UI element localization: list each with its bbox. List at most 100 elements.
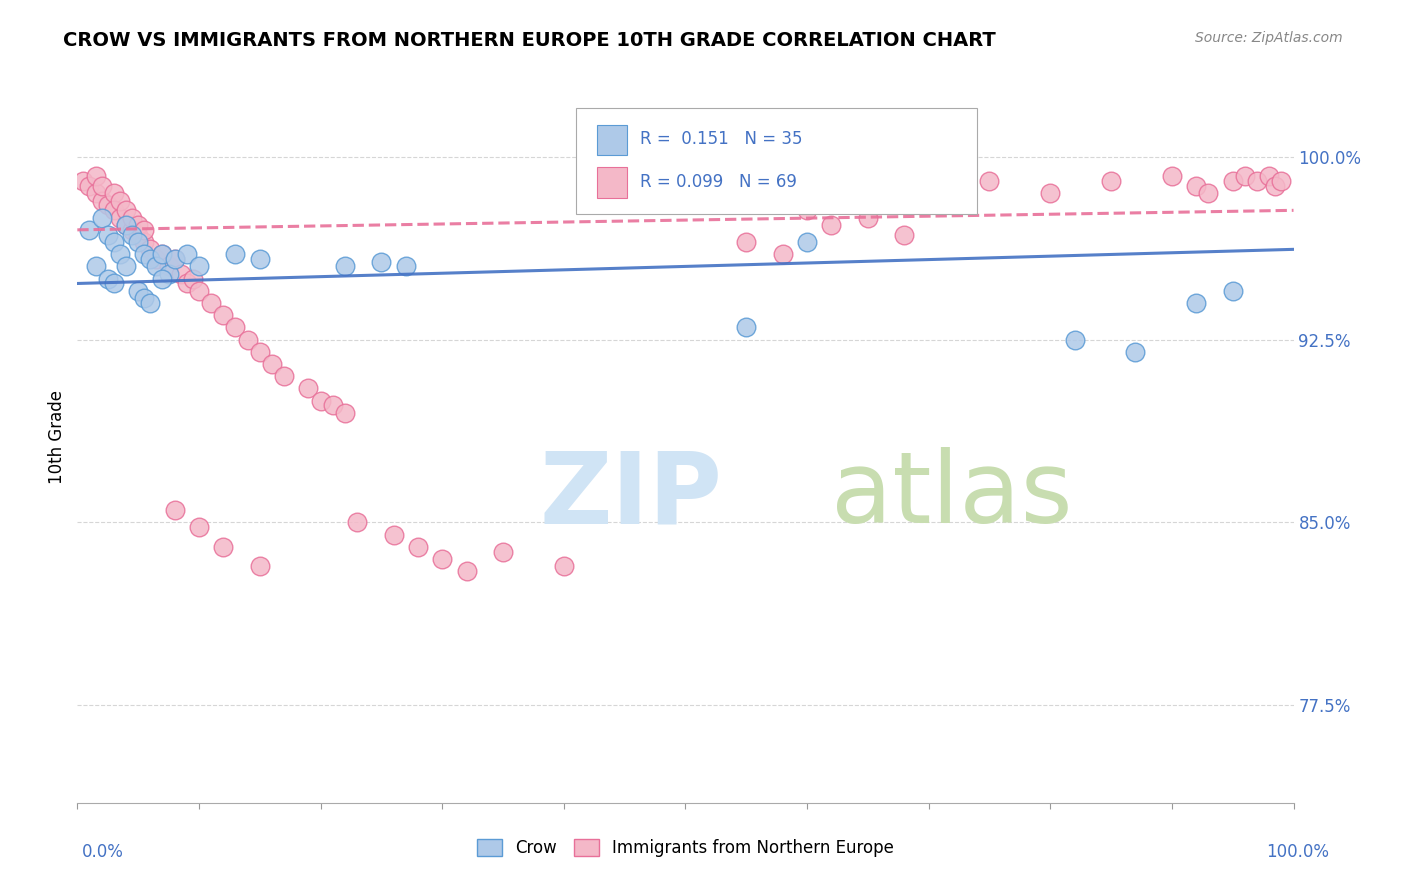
Point xyxy=(188,284,211,298)
Point xyxy=(90,194,112,208)
Point xyxy=(893,227,915,242)
Point xyxy=(121,227,143,242)
Point xyxy=(170,267,193,281)
Y-axis label: 10th Grade: 10th Grade xyxy=(48,390,66,484)
Point xyxy=(820,218,842,232)
Point xyxy=(553,559,575,574)
Point xyxy=(370,254,392,268)
Point xyxy=(145,252,167,266)
Point xyxy=(97,198,120,212)
Point xyxy=(1264,178,1286,193)
Point xyxy=(134,247,156,261)
Point xyxy=(382,527,405,541)
Point xyxy=(979,174,1001,188)
Point xyxy=(1161,169,1184,184)
Text: R =  0.151   N = 35: R = 0.151 N = 35 xyxy=(640,130,803,148)
Point xyxy=(90,178,112,193)
Point xyxy=(1258,169,1281,184)
Point xyxy=(1197,186,1219,201)
Text: Source: ZipAtlas.com: Source: ZipAtlas.com xyxy=(1195,31,1343,45)
Point xyxy=(163,503,186,517)
Point xyxy=(139,243,162,257)
Point xyxy=(103,235,125,249)
Point xyxy=(1246,174,1268,188)
Text: R = 0.099   N = 69: R = 0.099 N = 69 xyxy=(640,173,797,191)
Point xyxy=(152,247,174,261)
Point xyxy=(249,252,271,266)
Point xyxy=(127,227,149,242)
Point xyxy=(121,211,143,225)
Point xyxy=(188,260,211,274)
Point xyxy=(176,277,198,291)
Point xyxy=(90,211,112,225)
Point xyxy=(1185,178,1208,193)
Point xyxy=(127,235,149,249)
Point xyxy=(127,284,149,298)
Point xyxy=(79,178,101,193)
Point xyxy=(134,235,156,249)
Point xyxy=(406,540,429,554)
Point xyxy=(346,516,368,530)
Point xyxy=(333,406,356,420)
FancyBboxPatch shape xyxy=(576,108,977,214)
Point xyxy=(157,260,180,274)
Point xyxy=(273,369,295,384)
Point xyxy=(72,174,94,188)
Text: 100.0%: 100.0% xyxy=(1265,843,1329,861)
Text: atlas: atlas xyxy=(831,447,1073,544)
Point xyxy=(121,223,143,237)
Point xyxy=(163,252,186,266)
Point xyxy=(1233,169,1256,184)
Point xyxy=(1063,333,1085,347)
Point xyxy=(108,211,131,225)
Point xyxy=(224,247,246,261)
Point xyxy=(115,218,138,232)
Point xyxy=(108,247,131,261)
Point xyxy=(108,194,131,208)
Point xyxy=(103,203,125,218)
Point xyxy=(84,169,107,184)
Point xyxy=(1222,174,1244,188)
Point xyxy=(134,223,156,237)
Point xyxy=(97,227,120,242)
Point xyxy=(856,211,879,225)
Point xyxy=(430,552,453,566)
Point xyxy=(163,252,186,266)
Point xyxy=(84,186,107,201)
Bar xyxy=(596,125,627,155)
Point xyxy=(212,308,235,322)
Point xyxy=(176,247,198,261)
Point xyxy=(1099,174,1122,188)
Point xyxy=(134,291,156,305)
Point xyxy=(97,271,120,285)
Point xyxy=(115,218,138,232)
Point xyxy=(735,320,758,334)
Point xyxy=(152,247,174,261)
Point xyxy=(200,296,222,310)
Point xyxy=(157,267,180,281)
Point xyxy=(1185,296,1208,310)
Point xyxy=(260,357,283,371)
Point xyxy=(1222,284,1244,298)
Point xyxy=(139,252,162,266)
Text: CROW VS IMMIGRANTS FROM NORTHERN EUROPE 10TH GRADE CORRELATION CHART: CROW VS IMMIGRANTS FROM NORTHERN EUROPE … xyxy=(63,31,995,50)
Text: 0.0%: 0.0% xyxy=(82,843,124,861)
Point xyxy=(249,559,271,574)
Text: ZIP: ZIP xyxy=(540,447,723,544)
Bar xyxy=(596,167,627,198)
Point xyxy=(297,381,319,395)
Point xyxy=(249,344,271,359)
Point xyxy=(796,203,818,218)
Point xyxy=(115,260,138,274)
Point xyxy=(181,271,204,285)
Point xyxy=(796,235,818,249)
Point xyxy=(1039,186,1062,201)
Point xyxy=(212,540,235,554)
Point xyxy=(103,186,125,201)
Point xyxy=(322,398,344,412)
Point xyxy=(84,260,107,274)
Point xyxy=(127,218,149,232)
Legend: Crow, Immigrants from Northern Europe: Crow, Immigrants from Northern Europe xyxy=(470,832,901,864)
Point xyxy=(333,260,356,274)
Point xyxy=(309,393,332,408)
